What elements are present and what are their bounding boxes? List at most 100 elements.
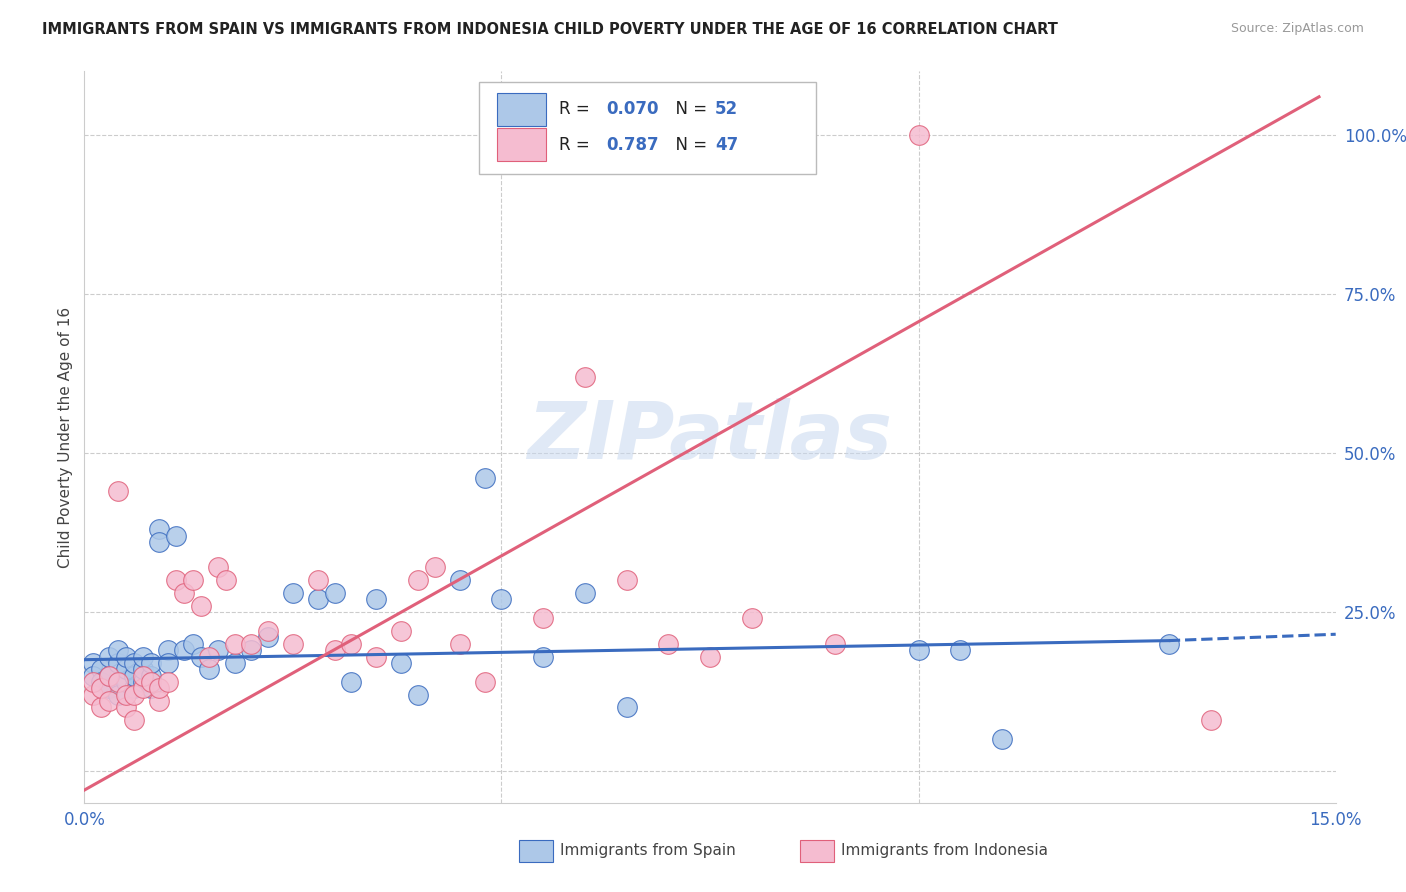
Point bbox=[1199, 713, 1222, 727]
Point bbox=[139, 668, 162, 682]
Point bbox=[406, 573, 429, 587]
Point bbox=[389, 624, 412, 638]
Point bbox=[90, 681, 112, 696]
Point bbox=[132, 675, 155, 690]
Point bbox=[574, 369, 596, 384]
Point bbox=[991, 732, 1014, 747]
Text: Source: ZipAtlas.com: Source: ZipAtlas.com bbox=[1230, 22, 1364, 36]
Point bbox=[173, 586, 195, 600]
Text: 0.070: 0.070 bbox=[606, 101, 658, 119]
Point bbox=[307, 592, 329, 607]
Point bbox=[907, 643, 929, 657]
Point bbox=[98, 694, 121, 708]
Point bbox=[574, 586, 596, 600]
Point bbox=[107, 484, 129, 499]
Point bbox=[124, 681, 146, 696]
Point bbox=[98, 649, 121, 664]
Text: R =: R = bbox=[558, 101, 595, 119]
Point bbox=[190, 599, 212, 613]
Text: Immigrants from Indonesia: Immigrants from Indonesia bbox=[841, 844, 1047, 858]
Point bbox=[124, 713, 146, 727]
Point bbox=[340, 675, 363, 690]
Point bbox=[107, 675, 129, 690]
Point bbox=[240, 637, 263, 651]
Point bbox=[449, 637, 471, 651]
FancyBboxPatch shape bbox=[478, 82, 817, 174]
Text: 52: 52 bbox=[716, 101, 738, 119]
Point bbox=[90, 675, 112, 690]
Point bbox=[148, 522, 170, 536]
Text: N =: N = bbox=[665, 136, 713, 153]
Point bbox=[139, 656, 162, 670]
Point bbox=[616, 700, 638, 714]
Point bbox=[115, 649, 138, 664]
Point bbox=[531, 649, 554, 664]
Point bbox=[474, 675, 496, 690]
Point bbox=[156, 643, 179, 657]
Text: 47: 47 bbox=[716, 136, 738, 153]
Point bbox=[224, 656, 246, 670]
Text: N =: N = bbox=[665, 101, 713, 119]
Point bbox=[257, 631, 280, 645]
Point bbox=[389, 656, 412, 670]
Point bbox=[124, 688, 146, 702]
Point bbox=[190, 649, 212, 664]
Point bbox=[148, 681, 170, 696]
Point bbox=[107, 643, 129, 657]
Text: 0.787: 0.787 bbox=[606, 136, 659, 153]
Point bbox=[531, 611, 554, 625]
Point bbox=[115, 662, 138, 676]
Point bbox=[198, 662, 221, 676]
Text: ZIPatlas: ZIPatlas bbox=[527, 398, 893, 476]
Point bbox=[90, 700, 112, 714]
Point bbox=[156, 675, 179, 690]
Point bbox=[107, 656, 129, 670]
Point bbox=[423, 560, 446, 574]
Point bbox=[90, 662, 112, 676]
Point bbox=[156, 656, 179, 670]
Y-axis label: Child Poverty Under the Age of 16: Child Poverty Under the Age of 16 bbox=[58, 307, 73, 567]
Point bbox=[281, 586, 304, 600]
Point bbox=[949, 643, 972, 657]
Point bbox=[132, 662, 155, 676]
Point bbox=[198, 649, 221, 664]
Text: Immigrants from Spain: Immigrants from Spain bbox=[560, 844, 735, 858]
Point bbox=[224, 637, 246, 651]
Point bbox=[240, 643, 263, 657]
Point bbox=[148, 535, 170, 549]
Point bbox=[281, 637, 304, 651]
Point bbox=[139, 675, 162, 690]
Point bbox=[132, 649, 155, 664]
Point bbox=[323, 643, 346, 657]
Point bbox=[124, 656, 146, 670]
Point bbox=[82, 675, 104, 690]
Point bbox=[115, 675, 138, 690]
Point bbox=[82, 668, 104, 682]
Text: R =: R = bbox=[558, 136, 595, 153]
Point bbox=[657, 637, 679, 651]
Point bbox=[181, 637, 204, 651]
Point bbox=[165, 529, 187, 543]
Point bbox=[98, 668, 121, 682]
Point bbox=[741, 611, 763, 625]
Point bbox=[616, 573, 638, 587]
Point bbox=[257, 624, 280, 638]
Text: IMMIGRANTS FROM SPAIN VS IMMIGRANTS FROM INDONESIA CHILD POVERTY UNDER THE AGE O: IMMIGRANTS FROM SPAIN VS IMMIGRANTS FROM… bbox=[42, 22, 1059, 37]
Point bbox=[366, 592, 388, 607]
Point bbox=[132, 681, 155, 696]
Point bbox=[215, 573, 238, 587]
Point bbox=[366, 649, 388, 664]
Point bbox=[165, 573, 187, 587]
Point bbox=[307, 573, 329, 587]
Point bbox=[98, 681, 121, 696]
Point bbox=[173, 643, 195, 657]
Point bbox=[1157, 637, 1180, 651]
Point bbox=[340, 637, 363, 651]
Point bbox=[98, 668, 121, 682]
Point bbox=[139, 681, 162, 696]
Point bbox=[107, 688, 129, 702]
Point bbox=[124, 668, 146, 682]
Point bbox=[406, 688, 429, 702]
Point bbox=[491, 592, 513, 607]
Point bbox=[323, 586, 346, 600]
